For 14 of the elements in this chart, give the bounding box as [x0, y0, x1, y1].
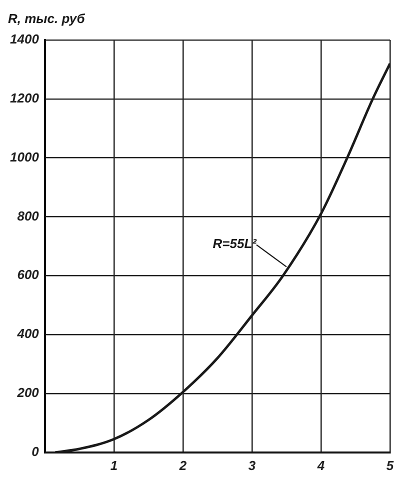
y-tick-label: 600 [17, 267, 40, 282]
y-tick-label: 400 [16, 326, 40, 342]
y-axis-title: R, тыс. руб [8, 11, 86, 26]
y-tick-label: 800 [17, 208, 40, 224]
x-tick-label: 4 [316, 458, 326, 473]
y-tick-label: 200 [16, 385, 40, 400]
y-tick-label: 1400 [10, 32, 40, 47]
x-tick-label: 5 [386, 458, 394, 473]
x-tick-label: 3 [248, 458, 256, 473]
y-tick-label: 1200 [10, 90, 40, 106]
y-tick-label: 1000 [10, 149, 40, 164]
x-tick-label: 1 [110, 458, 118, 473]
x-tick-label: 2 [178, 458, 188, 473]
y-tick-label: 0 [32, 444, 40, 459]
